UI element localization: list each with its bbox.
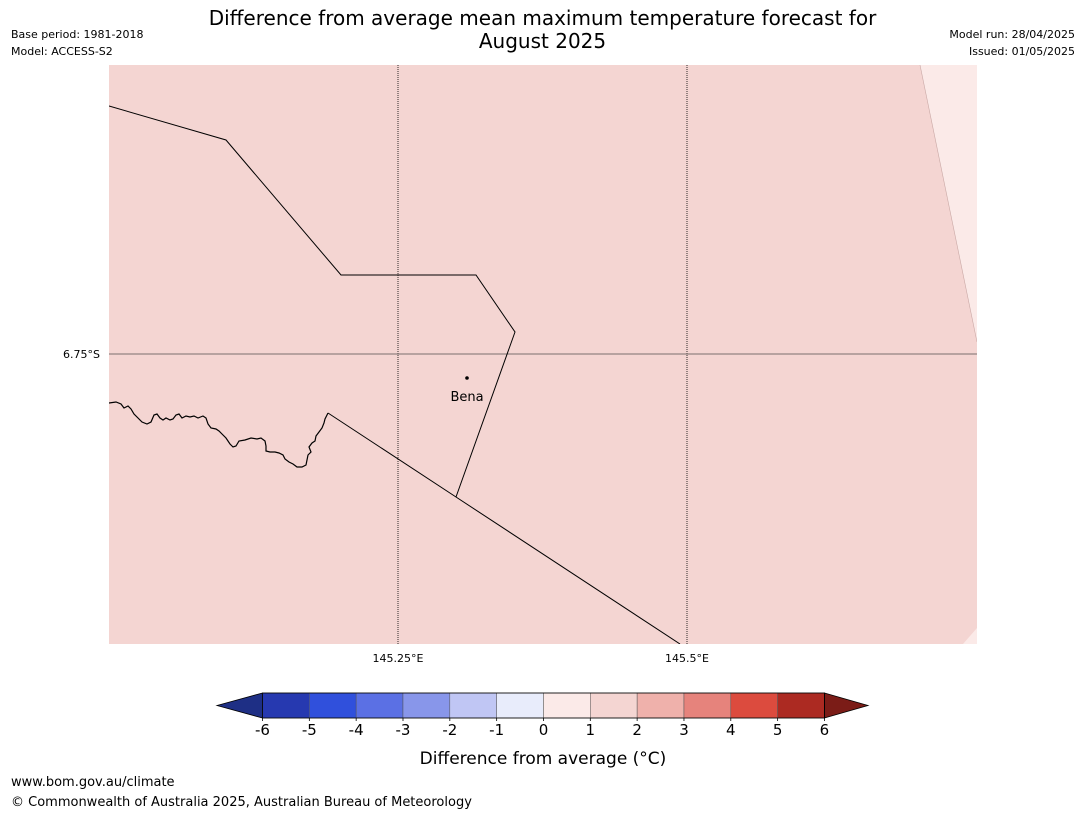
place-marker-bena: [465, 376, 469, 380]
contour-boundary: [919, 65, 977, 343]
map-title-line-1: Difference from average mean maximum tem…: [208, 6, 877, 30]
colorbar-extend-high: [824, 692, 870, 719]
colorbar-tick-label: -2: [442, 721, 457, 739]
colorbar-extend-low: [215, 692, 263, 719]
colorbar-tick-label: -6: [255, 721, 270, 739]
map-title-line-2: August 2025: [478, 29, 607, 53]
colorbar-bin: [355, 692, 404, 719]
colorbar-bin: [496, 692, 544, 719]
province-border-west: [109, 401, 329, 468]
colorbar: -6 -5 -4 -3 -2 -1 0 1 2 3 4 5 6: [215, 692, 870, 739]
model-text: Model: ACCESS-S2: [11, 45, 113, 58]
map-title: Difference from average mean maximum tem…: [0, 7, 1085, 53]
base-period-text: Base period: 1981-2018: [11, 28, 144, 41]
colorbar-tick-label: 0: [539, 721, 549, 739]
latitude-label-6.75s: 6.75°S: [63, 348, 100, 361]
colorbar-tick-label: -1: [489, 721, 504, 739]
colorbar-tick-label: -4: [349, 721, 364, 739]
colorbar-bin: [543, 692, 591, 719]
colorbar-bin: [683, 692, 732, 719]
colorbar-tick-label: 2: [632, 721, 642, 739]
colorbar-bin: [449, 692, 497, 719]
model-run-text: Model run: 28/04/2025: [949, 28, 1075, 41]
map-area: [109, 65, 977, 644]
colorbar-tick-label: 3: [679, 721, 689, 739]
colorbar-bin: [730, 692, 778, 719]
colorbar-bin: [636, 692, 685, 719]
colorbar-tick-label: 6: [820, 721, 830, 739]
colorbar-bin: [262, 692, 310, 719]
anomaly-fill-0-to-1-corner: [963, 628, 977, 644]
province-border-south: [327, 412, 681, 644]
colorbar-tick-label: -3: [396, 721, 411, 739]
colorbar-bin: [777, 692, 825, 719]
colorbar-bin: [309, 692, 357, 719]
colorbar-tick-label: -5: [302, 721, 317, 739]
colorbar-bin: [590, 692, 638, 719]
colorbar-tick-label: 5: [773, 721, 783, 739]
footer-url: www.bom.gov.au/climate: [11, 775, 175, 790]
colorbar-tick-label: 1: [586, 721, 596, 739]
footer-copyright: © Commonwealth of Australia 2025, Austra…: [11, 795, 472, 810]
province-border-north: [109, 105, 516, 498]
map-metadata-left: Base period: 1981-2018 Model: ACCESS-S2: [11, 26, 143, 60]
colorbar-label: Difference from average (°C): [420, 749, 667, 769]
colorbar-tick-label: 4: [726, 721, 736, 739]
colorbar-bin: [402, 692, 451, 719]
longitude-label-145.25e: 145.25°E: [373, 652, 424, 665]
longitude-label-145.5e: 145.5°E: [665, 652, 709, 665]
map-metadata-right: Model run: 28/04/2025 Issued: 01/05/2025: [949, 26, 1075, 60]
place-label-bena: Bena: [450, 390, 483, 405]
issued-text: Issued: 01/05/2025: [968, 45, 1075, 58]
